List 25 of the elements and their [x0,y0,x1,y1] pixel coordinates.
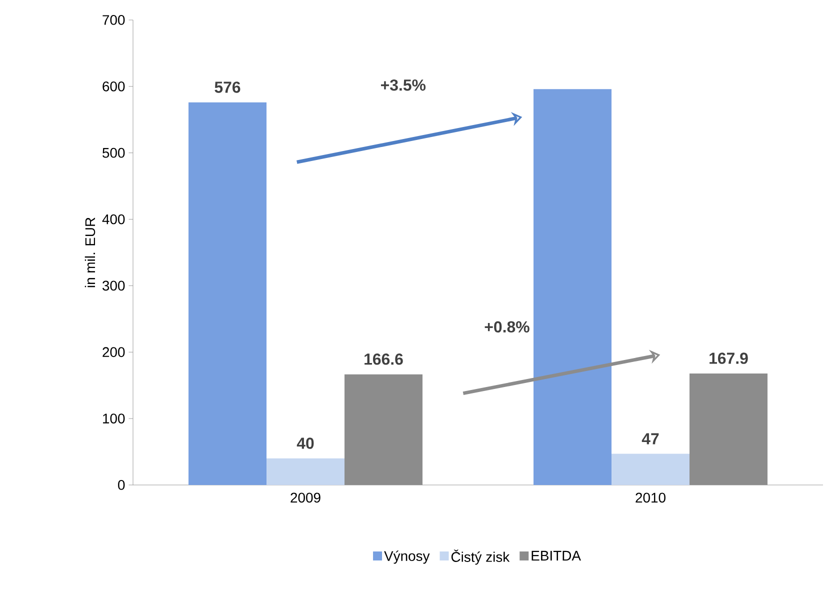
legend-label: EBITDA [532,550,581,561]
data-label: 576 [214,82,240,93]
data-label: 40 [296,438,314,449]
y-tick-label: 700 [102,15,125,25]
legend-label: Výnosy [384,550,430,564]
y-tick-label: 200 [102,347,125,358]
bar [534,89,612,485]
data-label: 166.6 [364,354,403,365]
y-tick-label: 500 [102,148,125,158]
data-label: 47 [642,433,659,444]
annotation: +0.8% [484,321,530,333]
x-tick-label: 2010 [636,492,666,503]
y-tick-label: 100 [103,414,125,424]
y-tick-label: 0 [118,480,125,490]
y-tick-label: 400 [102,214,125,224]
bar [612,454,690,485]
legend-label: Čistý zisk [451,550,510,565]
x-tick-label: 2009 [290,492,320,503]
bar [188,102,267,485]
bar [266,458,345,485]
y-axis-title: in mil. EUR [84,218,96,288]
y-tick-label: 300 [102,280,125,291]
y-tick-label: 600 [102,81,125,92]
annotation: +3.5% [380,79,426,91]
data-label: 167.9 [710,352,748,364]
